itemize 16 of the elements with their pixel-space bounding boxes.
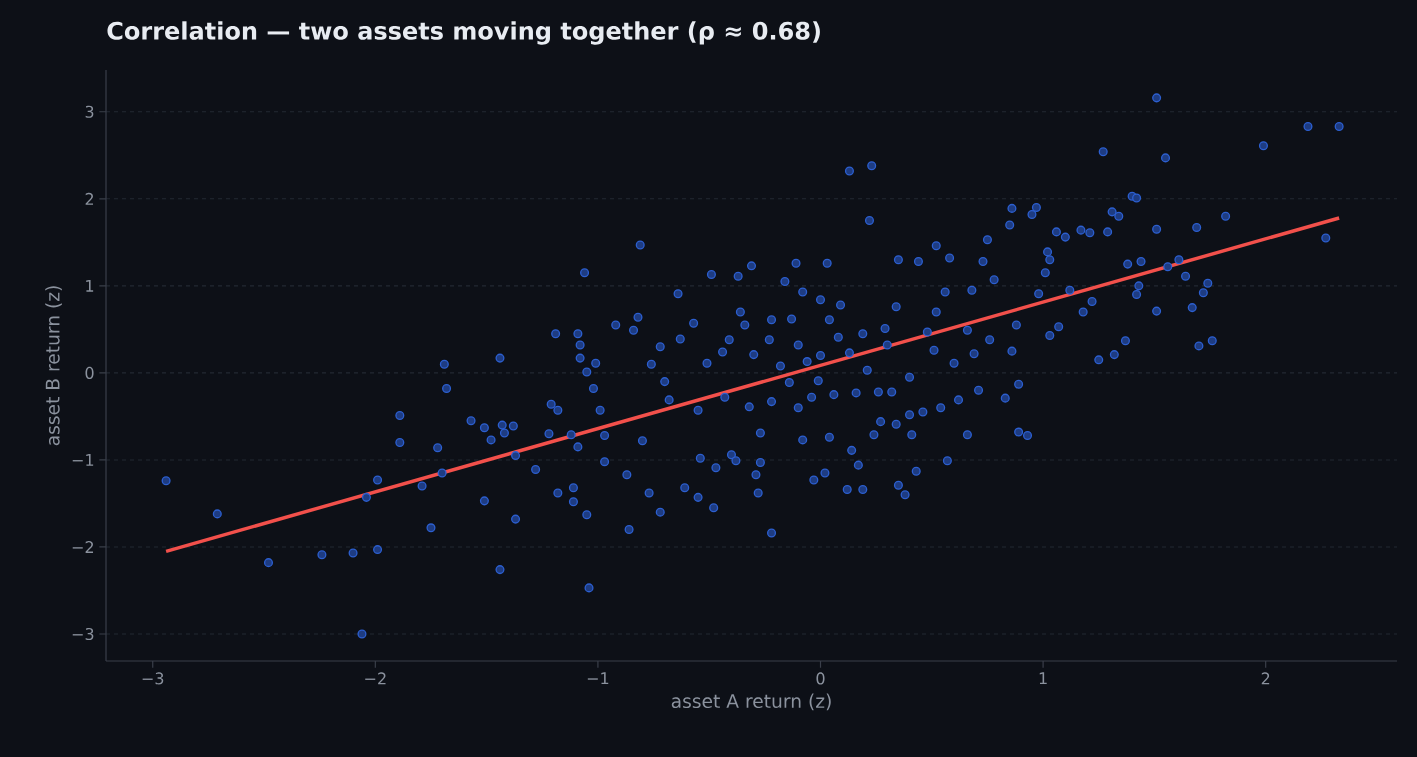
y-axis-title: asset B return (z) <box>45 286 62 446</box>
chart-title: Correlation — two assets moving together (ρ ≈ 0.68) <box>107 21 820 45</box>
x-axis-title: asset A return (z) <box>671 693 831 711</box>
x-tick-label: 1 <box>1039 672 1047 685</box>
x-tick-label: −3 <box>142 672 164 685</box>
y-tick-label: 3 <box>85 105 94 118</box>
y-tick-label: −1 <box>72 454 94 466</box>
y-tick-label: 2 <box>85 192 94 205</box>
x-tick-label: −2 <box>365 672 386 685</box>
x-tick-label: 0 <box>816 672 825 685</box>
y-tick-label: −2 <box>72 541 94 553</box>
y-tick-label: 0 <box>85 366 94 379</box>
x-tick-label: 2 <box>1261 672 1270 685</box>
y-tick-label: 1 <box>86 280 94 292</box>
x-tick-label: −1 <box>587 672 609 685</box>
y-tick-label: −3 <box>72 627 94 641</box>
